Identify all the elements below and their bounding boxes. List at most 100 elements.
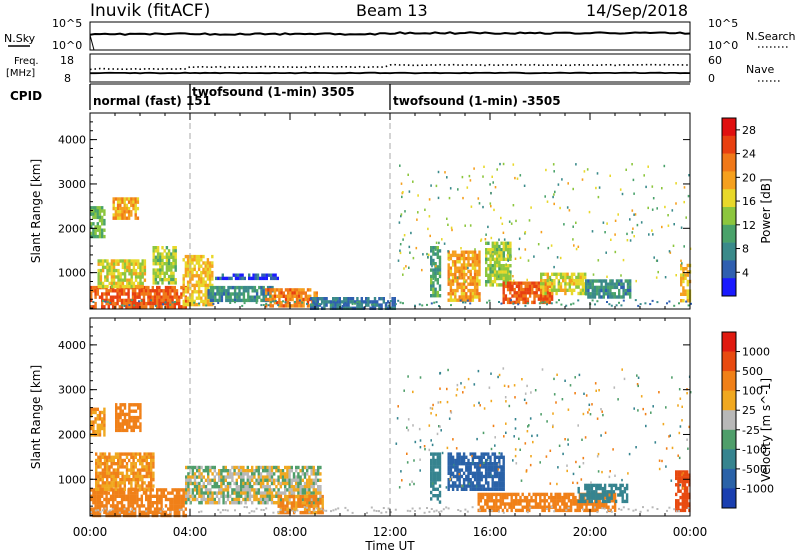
velocity-cell-r1: [99, 462, 102, 466]
velocity-cell-r4: [193, 472, 197, 476]
velocity-cell-r4: [259, 475, 263, 479]
power-cell-r1: [110, 281, 114, 286]
power-cell-r1: [123, 262, 127, 266]
velocity-cell-r4: [220, 472, 223, 476]
power-cell-r0: [112, 289, 115, 293]
velocity-cell-r4: [295, 475, 298, 479]
power-cell-r10: [434, 278, 437, 282]
power-scatter-point: [591, 230, 594, 233]
velocity-cell-r8: [506, 492, 509, 497]
power-scatter-point: [566, 206, 569, 209]
power-cell-r5: [191, 270, 194, 275]
power-cell-r6: [247, 295, 250, 299]
velocity-cell-r4: [279, 469, 282, 473]
velocity-cell-r7: [491, 465, 494, 469]
velocity-cell-r4: [204, 465, 208, 470]
velocity-scatter-point: [541, 368, 544, 371]
power-scatter-point: [568, 209, 571, 212]
power-cell-r5: [202, 254, 205, 259]
power-cell-r0: [92, 305, 95, 309]
power-cell-r12: [489, 283, 492, 287]
velocity-cell-r4: [319, 485, 322, 489]
velocity-cell-r5: [297, 501, 300, 505]
velocity-cell-r1: [132, 452, 135, 456]
power-cell-r14: [581, 272, 585, 276]
velocity-cell-r0: [160, 488, 163, 492]
power-cell-r8: [271, 297, 274, 302]
velocity-scatter-point: [456, 383, 459, 387]
velocity-scatter-point: [566, 469, 568, 473]
velocity-cell-r4: [196, 497, 199, 502]
power-cell-r5: [182, 258, 185, 262]
power-cell-r4: [163, 262, 166, 266]
power-cell-r8: [271, 304, 274, 308]
power-scatter-point: [583, 170, 586, 173]
velocity-cell-r7: [478, 462, 481, 466]
power-cell-r12: [507, 254, 510, 258]
power-scatter-point: [575, 221, 577, 224]
velocity-cell-r7: [449, 471, 453, 475]
velocity-scatter-point: [640, 395, 643, 398]
velocity-cell-r4: [257, 488, 260, 492]
power-cell-r12: [502, 241, 505, 245]
velocity-cell-r8: [484, 492, 487, 497]
power-cell-r5: [186, 274, 190, 278]
velocity-cell-r8: [517, 502, 520, 506]
power-cell-r3: [134, 203, 137, 208]
velocity-cell-r4: [310, 478, 313, 482]
power-cell-r1: [110, 259, 114, 263]
velocity-scatter-point: [514, 396, 516, 399]
velocity-cell-r0: [92, 501, 95, 505]
power-cell-r6: [222, 289, 226, 293]
power-cell-r2: [103, 209, 106, 213]
velocity-cell-r7: [484, 465, 488, 469]
power-colorbar-tick-label: 24: [742, 148, 756, 161]
power-cell-r0: [107, 289, 110, 293]
velocity-cell-r1: [114, 471, 118, 475]
velocity-cell-r4: [213, 485, 216, 489]
velocity-cell-r4: [312, 481, 315, 486]
velocity-cell-r3: [126, 428, 129, 433]
power-cell-r15: [587, 292, 590, 296]
velocity-cell-r7: [456, 487, 459, 491]
power-cell-r13: [535, 287, 538, 292]
velocity-cell-r1: [121, 478, 124, 482]
velocity-cell-r0: [175, 491, 179, 495]
velocity-cell-r4: [224, 478, 227, 482]
power-scatter-point: [430, 184, 432, 187]
velocity-scatter-point: [507, 385, 510, 388]
velocity-cell-r4: [270, 497, 274, 502]
power-cell-r11: [460, 269, 464, 274]
power-cell-r0: [167, 295, 170, 299]
power-cell-r16: [684, 273, 687, 277]
power-cell-r4: [167, 268, 171, 272]
power-ground-point: [462, 301, 464, 304]
velocity-cell-r4: [273, 488, 276, 492]
velocity-cell-r7: [482, 455, 486, 459]
velocity-scatter-point: [439, 387, 441, 390]
velocity-cell-r1: [110, 455, 113, 459]
velocity-scatter-point: [520, 479, 523, 482]
power-cell-r12: [496, 241, 499, 245]
velocity-cell-r0: [167, 497, 170, 502]
power-cell-r2: [103, 228, 106, 232]
power-cell-r11: [460, 276, 464, 280]
power-cell-r12: [500, 276, 503, 281]
power-cell-r12: [485, 257, 488, 261]
velocity-cell-r7: [469, 468, 472, 472]
power-scatter-point: [427, 227, 429, 231]
power-cell-r11: [460, 263, 464, 267]
power-cell-r10: [436, 249, 439, 253]
power-cell-r0: [94, 305, 97, 309]
power-cell-r9: [312, 297, 315, 301]
velocity-scatter-point: [623, 377, 626, 381]
power-ground-point: [464, 301, 467, 304]
power-cell-r6: [251, 298, 254, 303]
velocity-ground-point: [265, 507, 268, 510]
power-cell-r0: [173, 301, 176, 306]
power-cell-r10: [432, 258, 435, 263]
power-cell-r7: [232, 273, 235, 277]
velocity-scatter-point: [419, 446, 422, 449]
velocity-cell-r4: [284, 491, 287, 495]
power-cell-r6: [233, 292, 237, 296]
